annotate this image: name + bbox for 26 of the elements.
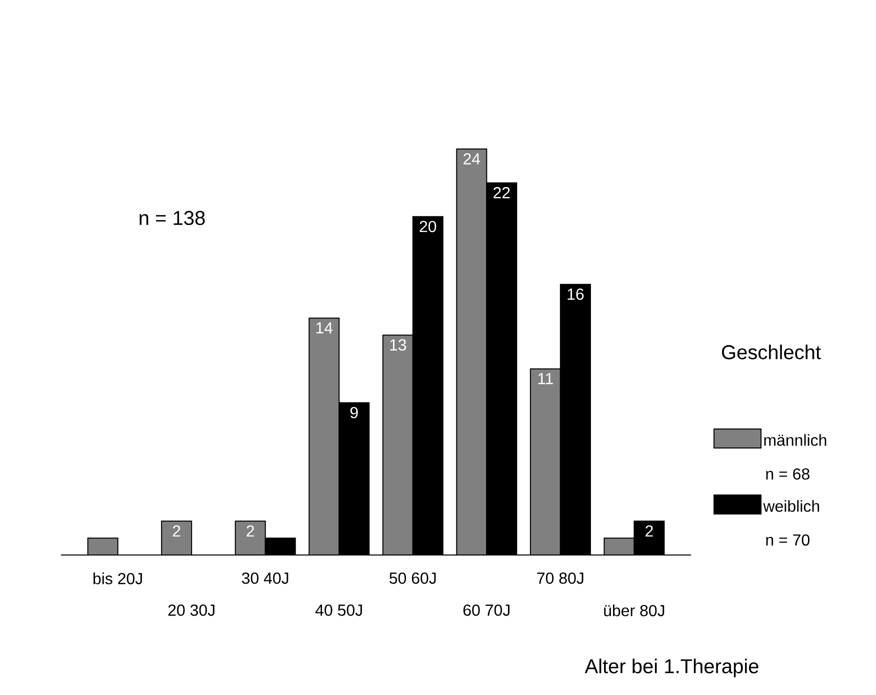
legend-label: weiblich	[763, 500, 820, 512]
x-tick-label: 50 60J	[390, 572, 436, 584]
data-label: 20	[420, 220, 436, 232]
text: n = 70	[766, 534, 810, 546]
annotation: n = 138	[140, 210, 205, 226]
x-tick-label: bis 20J	[93, 572, 142, 584]
x-tick-label: 30 40J	[242, 572, 288, 584]
data-label: 2	[246, 525, 254, 537]
text: n = 68	[766, 468, 810, 480]
data-label: 16	[568, 288, 584, 300]
data-label: 24	[464, 153, 480, 164]
x-tick-label: 70 80J	[537, 572, 584, 584]
data-label: 9	[350, 406, 358, 418]
x-axis-title: Alter bei 1.Therapie	[584, 658, 758, 678]
data-label: 22	[494, 187, 510, 198]
data-label: 11	[538, 373, 553, 384]
x-tick-label: über 80J	[604, 604, 664, 616]
x-tick-label: 20 30J	[168, 604, 214, 616]
data-label: 14	[316, 322, 333, 334]
x-tick-label: 40 50J	[315, 604, 362, 616]
legend-title: Geschlecht	[722, 344, 821, 360]
data-label: 2	[646, 525, 653, 537]
data-label: 2	[172, 525, 180, 537]
legend-label: männlich	[764, 434, 826, 446]
x-tick-label: 60 70J	[463, 604, 510, 616]
data-label: 13	[390, 339, 406, 351]
